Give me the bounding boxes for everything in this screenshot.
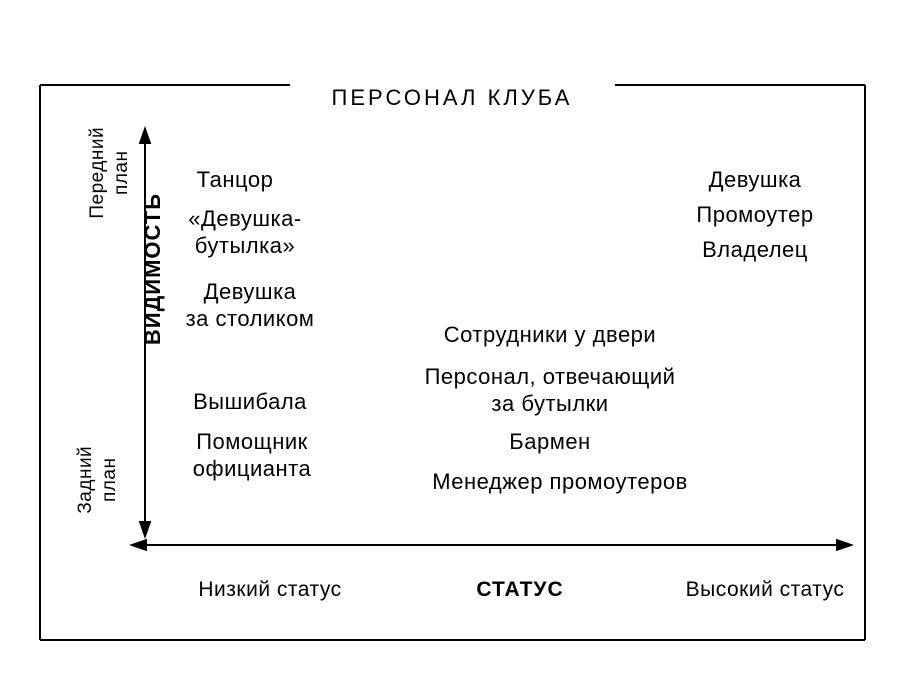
item-owner: Владелец xyxy=(702,237,808,263)
item-dancer: Танцор xyxy=(197,167,274,193)
item-girl: Девушка xyxy=(709,167,802,193)
item-promoter: Промоутер xyxy=(696,202,813,228)
item-table-girl: Девушказа столиком xyxy=(160,278,340,333)
item-bottle-girl: «Девушка-бутылка» xyxy=(165,205,325,260)
item-promo-manager: Менеджер промоутеров xyxy=(432,469,688,495)
item-bottle-staff: Персонал, отвечающийза бутылки xyxy=(400,363,700,418)
diagram-stage: ПЕРСОНАЛ КЛУБА ВИДИМОСТЬ Переднийплан За… xyxy=(0,0,900,685)
item-barman: Бармен xyxy=(509,429,590,455)
item-bouncer: Вышибала xyxy=(193,389,307,415)
items-layer: Танцор «Девушка-бутылка» Девушказа столико… xyxy=(0,0,900,685)
item-door-staff: Сотрудники у двери xyxy=(444,322,656,348)
item-busboy: Помощникофицианта xyxy=(162,428,342,483)
